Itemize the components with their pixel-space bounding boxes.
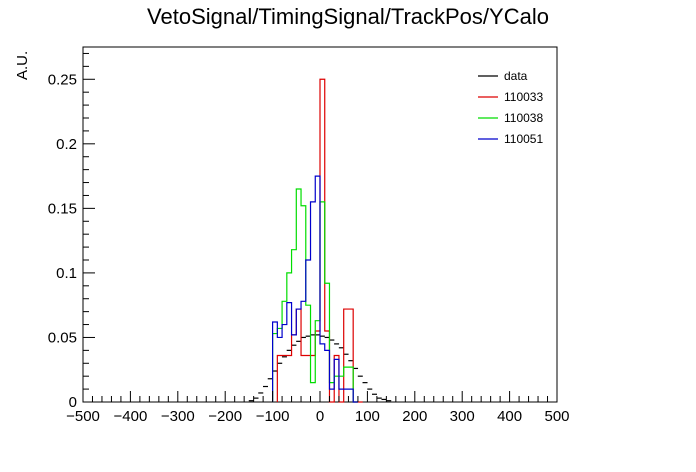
y-tick-label: 0.25 bbox=[48, 71, 77, 88]
y-tick-label: 0 bbox=[69, 394, 77, 411]
series-110038-histogram bbox=[272, 188, 358, 403]
x-tick-label: −500 bbox=[66, 408, 100, 425]
y-tick-label: 0.2 bbox=[56, 136, 77, 153]
y-tick-label: 0.05 bbox=[48, 329, 77, 346]
legend-label: 110038 bbox=[504, 111, 543, 125]
x-tick-label: −400 bbox=[114, 408, 148, 425]
series-layer bbox=[248, 78, 392, 403]
chart-title: VetoSignal/TimingSignal/TrackPos/YCalo bbox=[147, 4, 549, 29]
x-tick-label: 300 bbox=[450, 408, 475, 425]
x-tick-label: 500 bbox=[544, 408, 569, 425]
x-tick-label: −300 bbox=[161, 408, 195, 425]
legend-label: 110033 bbox=[504, 90, 543, 104]
series-110051-histogram bbox=[272, 175, 358, 403]
y-tick-label: 0.15 bbox=[48, 200, 77, 217]
axis-layer: −500 −400 −300 −200 −100 0 100 200 300 400 500 0 0.0… bbox=[48, 52, 570, 425]
legend: data 110033 110038 110051 bbox=[478, 69, 543, 146]
y-axis-label: A.U. bbox=[14, 51, 31, 80]
x-tick-label: −200 bbox=[208, 408, 242, 425]
x-tick-label: 0 bbox=[316, 408, 324, 425]
x-tick-label: −100 bbox=[256, 408, 290, 425]
x-tick-label: 400 bbox=[497, 408, 522, 425]
legend-label: 110051 bbox=[504, 132, 543, 146]
x-tick-label: 200 bbox=[402, 408, 427, 425]
legend-label: data bbox=[504, 69, 528, 83]
x-tick-label: 100 bbox=[355, 408, 380, 425]
y-tick-label: 0.1 bbox=[56, 265, 77, 282]
